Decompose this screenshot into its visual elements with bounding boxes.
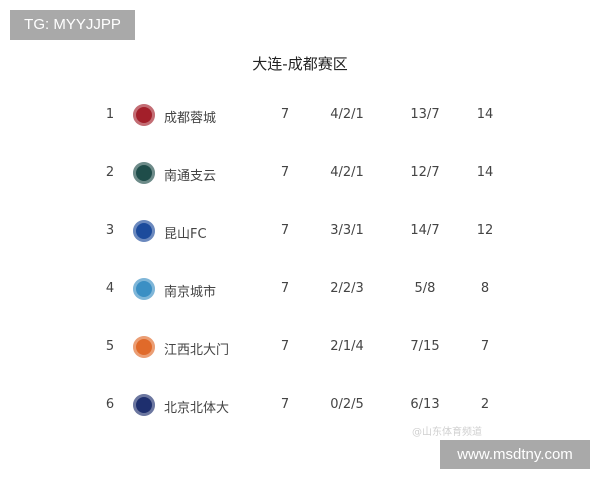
weibo-watermark: @山东体育频道: [412, 427, 482, 438]
win-draw-loss: 3/3/1: [330, 223, 364, 238]
played: 7: [280, 107, 290, 122]
played: 7: [280, 165, 290, 180]
goals: 13/7: [410, 107, 440, 122]
table-row: 3 昆山FC 7 3/3/1 14/7 12: [0, 216, 600, 246]
team-logo-icon: [133, 104, 155, 126]
table-row: 1 成都蓉城 7 4/2/1 13/7 14: [0, 100, 600, 130]
goals: 5/8: [414, 281, 436, 296]
team-logo-icon: [133, 394, 155, 416]
team-name: 江西北大门: [164, 343, 230, 358]
win-draw-loss: 2/1/4: [330, 339, 364, 354]
points: 8: [480, 281, 490, 296]
table-row: 5 江西北大门 7 2/1/4 7/15 7: [0, 332, 600, 362]
team-logo-icon: [133, 220, 155, 242]
team-name: 北京北体大: [164, 401, 230, 416]
played: 7: [280, 223, 290, 238]
table-row: 6 北京北体大 7 0/2/5 6/13 2: [0, 390, 600, 420]
win-draw-loss: 2/2/3: [330, 281, 364, 296]
points: 7: [480, 339, 490, 354]
goals: 7/15: [410, 339, 440, 354]
win-draw-loss: 4/2/1: [330, 165, 364, 180]
table-row: 2 南通支云 7 4/2/1 12/7 14: [0, 158, 600, 188]
points: 14: [476, 107, 494, 122]
site-watermark: www.msdtny.com: [440, 440, 590, 469]
played: 7: [280, 339, 290, 354]
rank: 5: [105, 339, 115, 354]
win-draw-loss: 4/2/1: [330, 107, 364, 122]
team-logo-icon: [133, 162, 155, 184]
table-row: 4 南京城市 7 2/2/3 5/8 8: [0, 274, 600, 304]
rank: 1: [105, 107, 115, 122]
rank: 2: [105, 165, 115, 180]
team-name: 南京城市: [164, 285, 217, 300]
rank: 3: [105, 223, 115, 238]
page-title: 大连-成都赛区: [252, 55, 348, 73]
team-name: 南通支云: [164, 169, 217, 184]
watermark-tag: TG: MYYJJPP: [10, 10, 135, 40]
points: 14: [476, 165, 494, 180]
team-logo-icon: [133, 278, 155, 300]
goals: 12/7: [410, 165, 440, 180]
points: 2: [480, 397, 490, 412]
played: 7: [280, 397, 290, 412]
goals: 6/13: [410, 397, 440, 412]
rank: 4: [105, 281, 115, 296]
team-name: 成都蓉城: [164, 111, 217, 126]
win-draw-loss: 0/2/5: [330, 397, 364, 412]
points: 12: [476, 223, 494, 238]
goals: 14/7: [410, 223, 440, 238]
played: 7: [280, 281, 290, 296]
rank: 6: [105, 397, 115, 412]
team-name: 昆山FC: [164, 227, 207, 242]
team-logo-icon: [133, 336, 155, 358]
